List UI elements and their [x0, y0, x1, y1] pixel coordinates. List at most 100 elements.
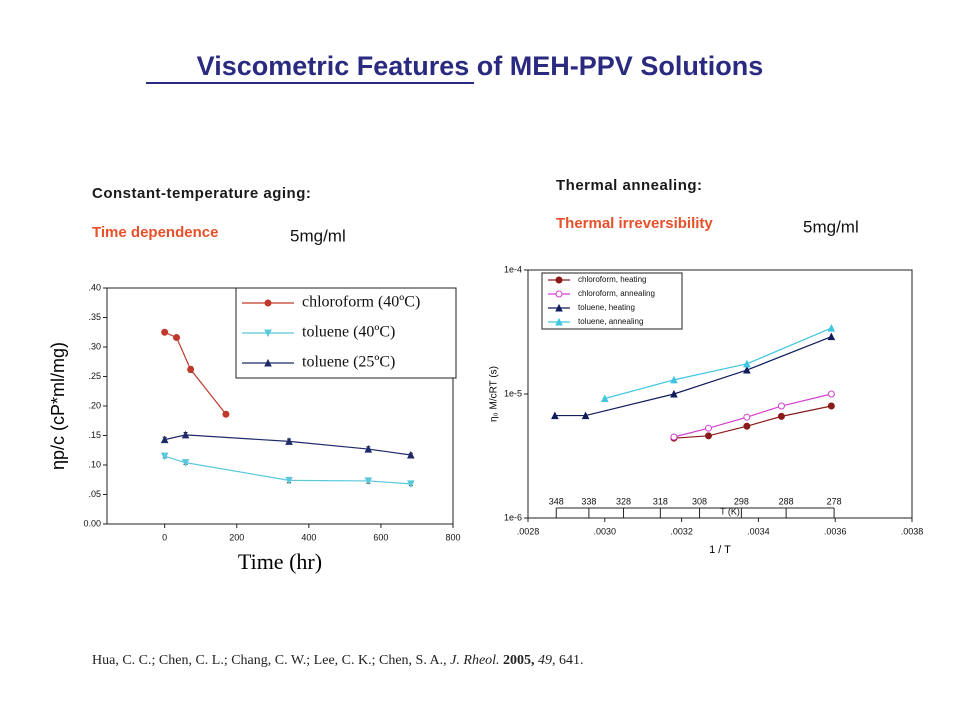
- marker: [285, 437, 293, 445]
- x-tick-label: .0028: [517, 526, 540, 536]
- left-concentration: 5mg/ml: [290, 226, 346, 245]
- x2-axis-label: T (K): [720, 506, 740, 516]
- series-line: [164, 434, 411, 456]
- series-line: [673, 393, 832, 438]
- x2-tick-label: 348: [549, 496, 564, 506]
- right-heading: Thermal annealing:: [556, 177, 703, 194]
- x2-tick-label: 308: [692, 496, 707, 506]
- marker: [222, 410, 230, 418]
- marker: [555, 303, 563, 312]
- marker: [827, 332, 836, 341]
- marker: [187, 365, 195, 373]
- x-tick-label: .0032: [670, 526, 693, 536]
- legend-label: toluene (25ºC): [302, 354, 395, 371]
- marker: [285, 476, 293, 485]
- y-tick-label: .20: [88, 400, 101, 410]
- marker: [555, 317, 563, 326]
- marker: [555, 276, 563, 284]
- x2-tick-label: 338: [581, 496, 596, 506]
- legend-label: toluene (40ºC): [302, 324, 395, 341]
- marker: [743, 359, 751, 368]
- legend-box: [541, 272, 683, 330]
- marker: [670, 433, 678, 441]
- marker: [407, 450, 415, 459]
- legend-label: chloroform, annealing: [578, 289, 655, 298]
- right-subheading: Thermal irreversibility: [556, 215, 713, 232]
- series-line: [673, 405, 832, 439]
- marker: [181, 430, 190, 439]
- x-tick-label: 200: [229, 532, 244, 542]
- marker: [827, 323, 836, 332]
- y-tick-label: .30: [88, 341, 101, 351]
- slide-title: Viscometric Features of MEH-PPV Solution…: [197, 51, 764, 81]
- x-tick-label: 0: [162, 532, 167, 542]
- marker: [743, 365, 751, 374]
- series-line: [604, 327, 832, 400]
- marker: [670, 389, 678, 398]
- x2-tick-label: 298: [734, 496, 749, 506]
- x2-tick-label: 288: [779, 496, 794, 506]
- marker: [600, 394, 609, 402]
- y-tick-label: 1e-6: [504, 512, 522, 522]
- marker: [670, 375, 678, 384]
- y-tick-label: .10: [88, 459, 101, 469]
- x-axis-label: Time (hr): [238, 549, 322, 574]
- marker: [264, 358, 272, 367]
- marker: [827, 390, 835, 398]
- x-tick-label: .0030: [594, 526, 617, 536]
- legend-label: chloroform (40ºC): [302, 294, 420, 311]
- x2-tick-label: 328: [616, 496, 631, 506]
- marker: [827, 402, 835, 410]
- y-tick-label: .25: [88, 371, 101, 381]
- y-tick-label: .15: [88, 430, 101, 440]
- legend-label: toluene, heating: [578, 303, 635, 312]
- citation-pages: , 641.: [552, 653, 584, 668]
- y-tick-label: .40: [88, 282, 101, 292]
- x2-tick-label: 318: [653, 496, 668, 506]
- x-tick-label: 800: [445, 532, 460, 542]
- citation-journal: J. Rheol.: [450, 653, 499, 668]
- right-concentration: 5mg/ml: [803, 217, 859, 236]
- marker: [777, 402, 785, 410]
- marker: [555, 290, 563, 298]
- marker: [264, 329, 272, 338]
- marker: [704, 424, 712, 432]
- y-tick-label: 1e-5: [504, 388, 522, 398]
- marker: [160, 452, 169, 461]
- x-tick-label: .0034: [747, 526, 770, 536]
- y-axis-label: η₀ M/cRT (s): [489, 366, 500, 422]
- marker: [743, 413, 751, 421]
- citation-year: 2005,: [503, 653, 535, 668]
- y-tick-label: 0.00: [83, 518, 101, 528]
- y-tick-label: .35: [88, 312, 101, 322]
- marker: [407, 480, 415, 488]
- x-tick-label: 400: [301, 532, 316, 542]
- citation-volume: 49: [538, 653, 552, 668]
- marker: [364, 444, 373, 453]
- citation-authors: Hua, C. C.; Chen, C. L.; Chang, C. W.; L…: [92, 653, 447, 668]
- marker: [173, 334, 181, 342]
- x-tick-label: .0036: [824, 526, 847, 536]
- series-line: [164, 331, 227, 415]
- marker: [743, 422, 751, 430]
- x-tick-label: 600: [373, 532, 388, 542]
- legend-label: toluene, annealing: [578, 317, 643, 326]
- marker: [181, 459, 190, 467]
- left-heading: Constant-temperature aging:: [92, 185, 311, 202]
- y-tick-label: 1e-4: [504, 264, 522, 274]
- marker: [161, 328, 169, 336]
- marker: [551, 411, 559, 420]
- marker: [777, 412, 785, 420]
- marker: [581, 411, 590, 420]
- y-tick-label: .05: [88, 489, 101, 499]
- citation: Hua, C. C.; Chen, C. L.; Chang, C. W.; L…: [92, 653, 584, 668]
- x-axis-label: 1 / T: [709, 544, 731, 556]
- left-subheading: Time dependence: [92, 224, 218, 241]
- marker: [264, 299, 272, 307]
- marker: [160, 435, 169, 444]
- x-tick-label: .0038: [901, 526, 924, 536]
- x2-tick-label: 278: [827, 496, 842, 506]
- marker: [364, 477, 373, 486]
- marker: [704, 432, 712, 440]
